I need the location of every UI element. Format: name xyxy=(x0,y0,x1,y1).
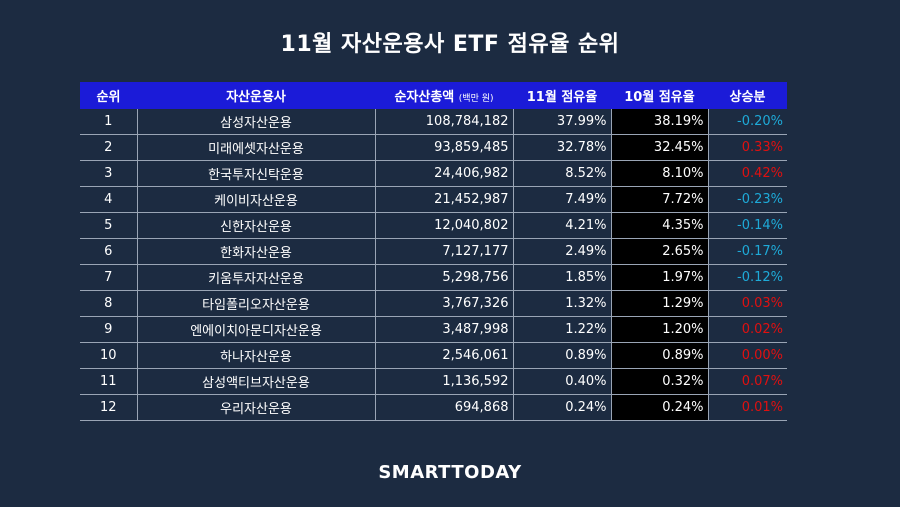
assets-cell: 3,767,326 xyxy=(374,290,514,317)
change-cell: -0.14% xyxy=(707,212,787,239)
header-company: 자산운용사 xyxy=(137,82,375,109)
rank-cell: 1 xyxy=(80,109,138,135)
oct-share-cell: 38.19% xyxy=(610,109,709,135)
assets-cell: 5,298,756 xyxy=(374,264,514,291)
assets-cell: 694,868 xyxy=(374,394,514,421)
rank-cell: 12 xyxy=(80,394,138,421)
oct-share-cell: 0.89% xyxy=(610,342,709,369)
table-row: 6 한화자산운용 7,127,177 2.49% 2.65% -0.17% xyxy=(80,238,787,265)
rank-cell: 11 xyxy=(80,368,138,395)
oct-share-cell: 7.72% xyxy=(610,186,709,213)
table-row: 5 신한자산운용 12,040,802 4.21% 4.35% -0.14% xyxy=(80,212,787,239)
table-row: 2 미래에셋자산운용 93,859,485 32.78% 32.45% 0.33% xyxy=(80,134,787,161)
nov-share-cell: 8.52% xyxy=(512,160,612,187)
nov-share-cell: 37.99% xyxy=(512,109,612,135)
oct-share-cell: 1.29% xyxy=(610,290,709,317)
header-assets-label: 순자산총액 xyxy=(394,90,455,105)
assets-cell: 3,487,998 xyxy=(374,316,514,343)
table-row: 3 한국투자신탁운용 24,406,982 8.52% 8.10% 0.42% xyxy=(80,160,787,187)
assets-cell: 7,127,177 xyxy=(374,238,514,265)
table-header-row: 순위 자산운용사 순자산총액 (백만 원) 11월 점유율 10월 점유율 상승… xyxy=(80,82,787,109)
company-cell: 삼성자산운용 xyxy=(136,109,376,135)
change-cell: 0.07% xyxy=(707,368,787,395)
header-oct-share: 10월 점유율 xyxy=(611,82,708,109)
table-row: 10 하나자산운용 2,546,061 0.89% 0.89% 0.00% xyxy=(80,342,787,369)
change-cell: 0.33% xyxy=(707,134,787,161)
rank-cell: 6 xyxy=(80,238,138,265)
company-cell: 한국투자신탁운용 xyxy=(136,160,376,187)
change-cell: 0.03% xyxy=(707,290,787,317)
table-row: 1 삼성자산운용 108,784,182 37.99% 38.19% -0.20% xyxy=(80,109,787,135)
company-cell: 키움투자자산운용 xyxy=(136,264,376,291)
oct-share-cell: 8.10% xyxy=(610,160,709,187)
rank-cell: 5 xyxy=(80,212,138,239)
nov-share-cell: 1.85% xyxy=(512,264,612,291)
nov-share-cell: 0.24% xyxy=(512,394,612,421)
company-cell: 미래에셋자산운용 xyxy=(136,134,376,161)
change-cell: 0.01% xyxy=(707,394,787,421)
rank-cell: 7 xyxy=(80,264,138,291)
change-cell: 0.00% xyxy=(707,342,787,369)
rank-cell: 3 xyxy=(80,160,138,187)
oct-share-cell: 32.45% xyxy=(610,134,709,161)
brand-logo: SMARTTODAY xyxy=(378,462,522,483)
assets-cell: 21,452,987 xyxy=(374,186,514,213)
assets-cell: 108,784,182 xyxy=(374,109,514,135)
company-cell: 삼성액티브자산운용 xyxy=(136,368,376,395)
table-row: 11 삼성액티브자산운용 1,136,592 0.40% 0.32% 0.07% xyxy=(80,368,787,395)
change-cell: -0.20% xyxy=(707,109,787,135)
table-row: 12 우리자산운용 694,868 0.24% 0.24% 0.01% xyxy=(80,394,787,421)
table-row: 8 타임폴리오자산운용 3,767,326 1.32% 1.29% 0.03% xyxy=(80,290,787,317)
oct-share-cell: 1.97% xyxy=(610,264,709,291)
company-cell: 신한자산운용 xyxy=(136,212,376,239)
nov-share-cell: 0.89% xyxy=(512,342,612,369)
header-assets-unit: (백만 원) xyxy=(458,94,494,104)
header-nov-share: 11월 점유율 xyxy=(513,82,611,109)
table-body: 1 삼성자산운용 108,784,182 37.99% 38.19% -0.20% 2 미래에… xyxy=(80,109,787,421)
nov-share-cell: 7.49% xyxy=(512,186,612,213)
company-cell: 케이비자산운용 xyxy=(136,186,376,213)
header-assets: 순자산총액 (백만 원) xyxy=(375,82,513,109)
company-cell: 타임폴리오자산운용 xyxy=(136,290,376,317)
assets-cell: 1,136,592 xyxy=(374,368,514,395)
page-title: 11월 자산운용사 ETF 점유율 순위 xyxy=(280,32,620,57)
nov-share-cell: 32.78% xyxy=(512,134,612,161)
assets-cell: 12,040,802 xyxy=(374,212,514,239)
rank-cell: 2 xyxy=(80,134,138,161)
change-cell: -0.23% xyxy=(707,186,787,213)
header-change: 상승분 xyxy=(708,82,787,109)
etf-share-table: 순위 자산운용사 순자산총액 (백만 원) 11월 점유율 10월 점유율 상승… xyxy=(80,82,787,421)
rank-cell: 10 xyxy=(80,342,138,369)
company-cell: 하나자산운용 xyxy=(136,342,376,369)
rank-cell: 9 xyxy=(80,316,138,343)
rank-cell: 8 xyxy=(80,290,138,317)
company-cell: 엔에이치아문디자산운용 xyxy=(136,316,376,343)
assets-cell: 93,859,485 xyxy=(374,134,514,161)
oct-share-cell: 2.65% xyxy=(610,238,709,265)
oct-share-cell: 0.24% xyxy=(610,394,709,421)
assets-cell: 2,546,061 xyxy=(374,342,514,369)
company-cell: 우리자산운용 xyxy=(136,394,376,421)
nov-share-cell: 0.40% xyxy=(512,368,612,395)
table-row: 7 키움투자자산운용 5,298,756 1.85% 1.97% -0.12% xyxy=(80,264,787,291)
oct-share-cell: 0.32% xyxy=(610,368,709,395)
change-cell: -0.17% xyxy=(707,238,787,265)
table-row: 4 케이비자산운용 21,452,987 7.49% 7.72% -0.23% xyxy=(80,186,787,213)
header-rank: 순위 xyxy=(80,82,137,109)
nov-share-cell: 2.49% xyxy=(512,238,612,265)
nov-share-cell: 1.22% xyxy=(512,316,612,343)
company-cell: 한화자산운용 xyxy=(136,238,376,265)
change-cell: 0.42% xyxy=(707,160,787,187)
rank-cell: 4 xyxy=(80,186,138,213)
oct-share-cell: 1.20% xyxy=(610,316,709,343)
nov-share-cell: 1.32% xyxy=(512,290,612,317)
assets-cell: 24,406,982 xyxy=(374,160,514,187)
oct-share-cell: 4.35% xyxy=(610,212,709,239)
nov-share-cell: 4.21% xyxy=(512,212,612,239)
table-row: 9 엔에이치아문디자산운용 3,487,998 1.22% 1.20% 0.02% xyxy=(80,316,787,343)
change-cell: 0.02% xyxy=(707,316,787,343)
change-cell: -0.12% xyxy=(707,264,787,291)
